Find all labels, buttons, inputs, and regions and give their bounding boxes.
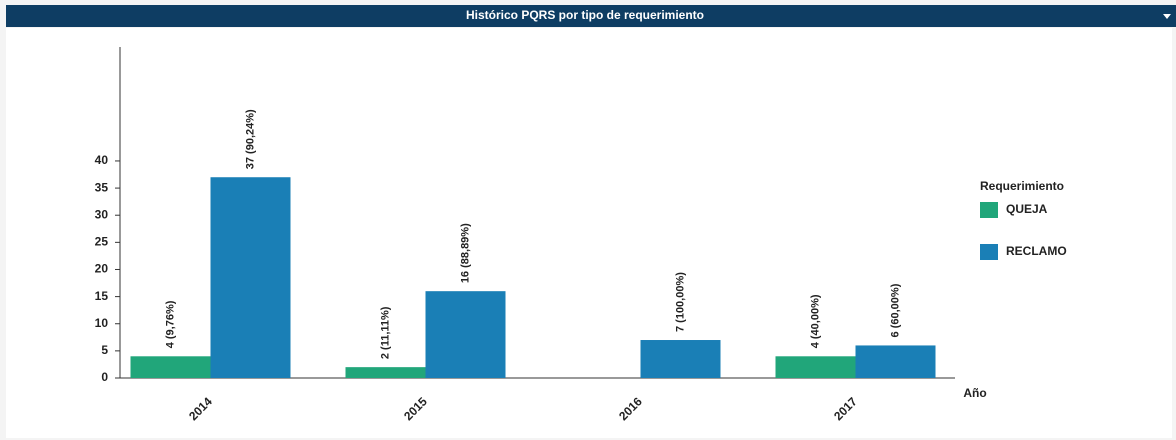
y-tick-label: 25 xyxy=(95,235,109,249)
menu-arrow[interactable] xyxy=(1163,14,1171,19)
data-label: 4 (40,00%) xyxy=(809,294,821,348)
y-tick-label: 20 xyxy=(95,262,109,276)
header-bar xyxy=(6,5,1176,27)
legend-label: QUEJA xyxy=(1006,202,1048,216)
bar xyxy=(855,345,936,378)
legend-swatch xyxy=(980,244,998,260)
data-label: 37 (90,24%) xyxy=(244,109,256,169)
legend-title: Requerimiento xyxy=(980,179,1064,193)
data-label: 7 (100,00%) xyxy=(674,272,686,332)
y-tick-label: 15 xyxy=(95,289,109,303)
chart-title: Histórico PQRS por tipo de requerimiento xyxy=(466,8,704,22)
bar xyxy=(775,356,856,378)
y-tick-label: 5 xyxy=(101,343,108,357)
bar xyxy=(425,291,506,378)
y-tick-label: 35 xyxy=(95,180,109,194)
bar xyxy=(640,340,721,378)
y-tick-label: 0 xyxy=(101,370,108,384)
bar xyxy=(130,356,211,378)
data-label: 2 (11,11%) xyxy=(379,306,391,359)
bar xyxy=(210,177,291,378)
data-label: 4 (9,76%) xyxy=(164,300,176,348)
y-tick-label: 10 xyxy=(95,316,109,330)
x-axis-label: Año xyxy=(963,386,986,400)
legend-label: RECLAMO xyxy=(1006,244,1067,258)
bar xyxy=(345,367,426,378)
legend-swatch xyxy=(980,202,998,218)
y-tick-label: 30 xyxy=(95,207,109,221)
data-label: 16 (88,89%) xyxy=(459,223,471,283)
data-label: 6 (60,00%) xyxy=(889,283,901,337)
y-tick-label: 40 xyxy=(95,153,109,167)
